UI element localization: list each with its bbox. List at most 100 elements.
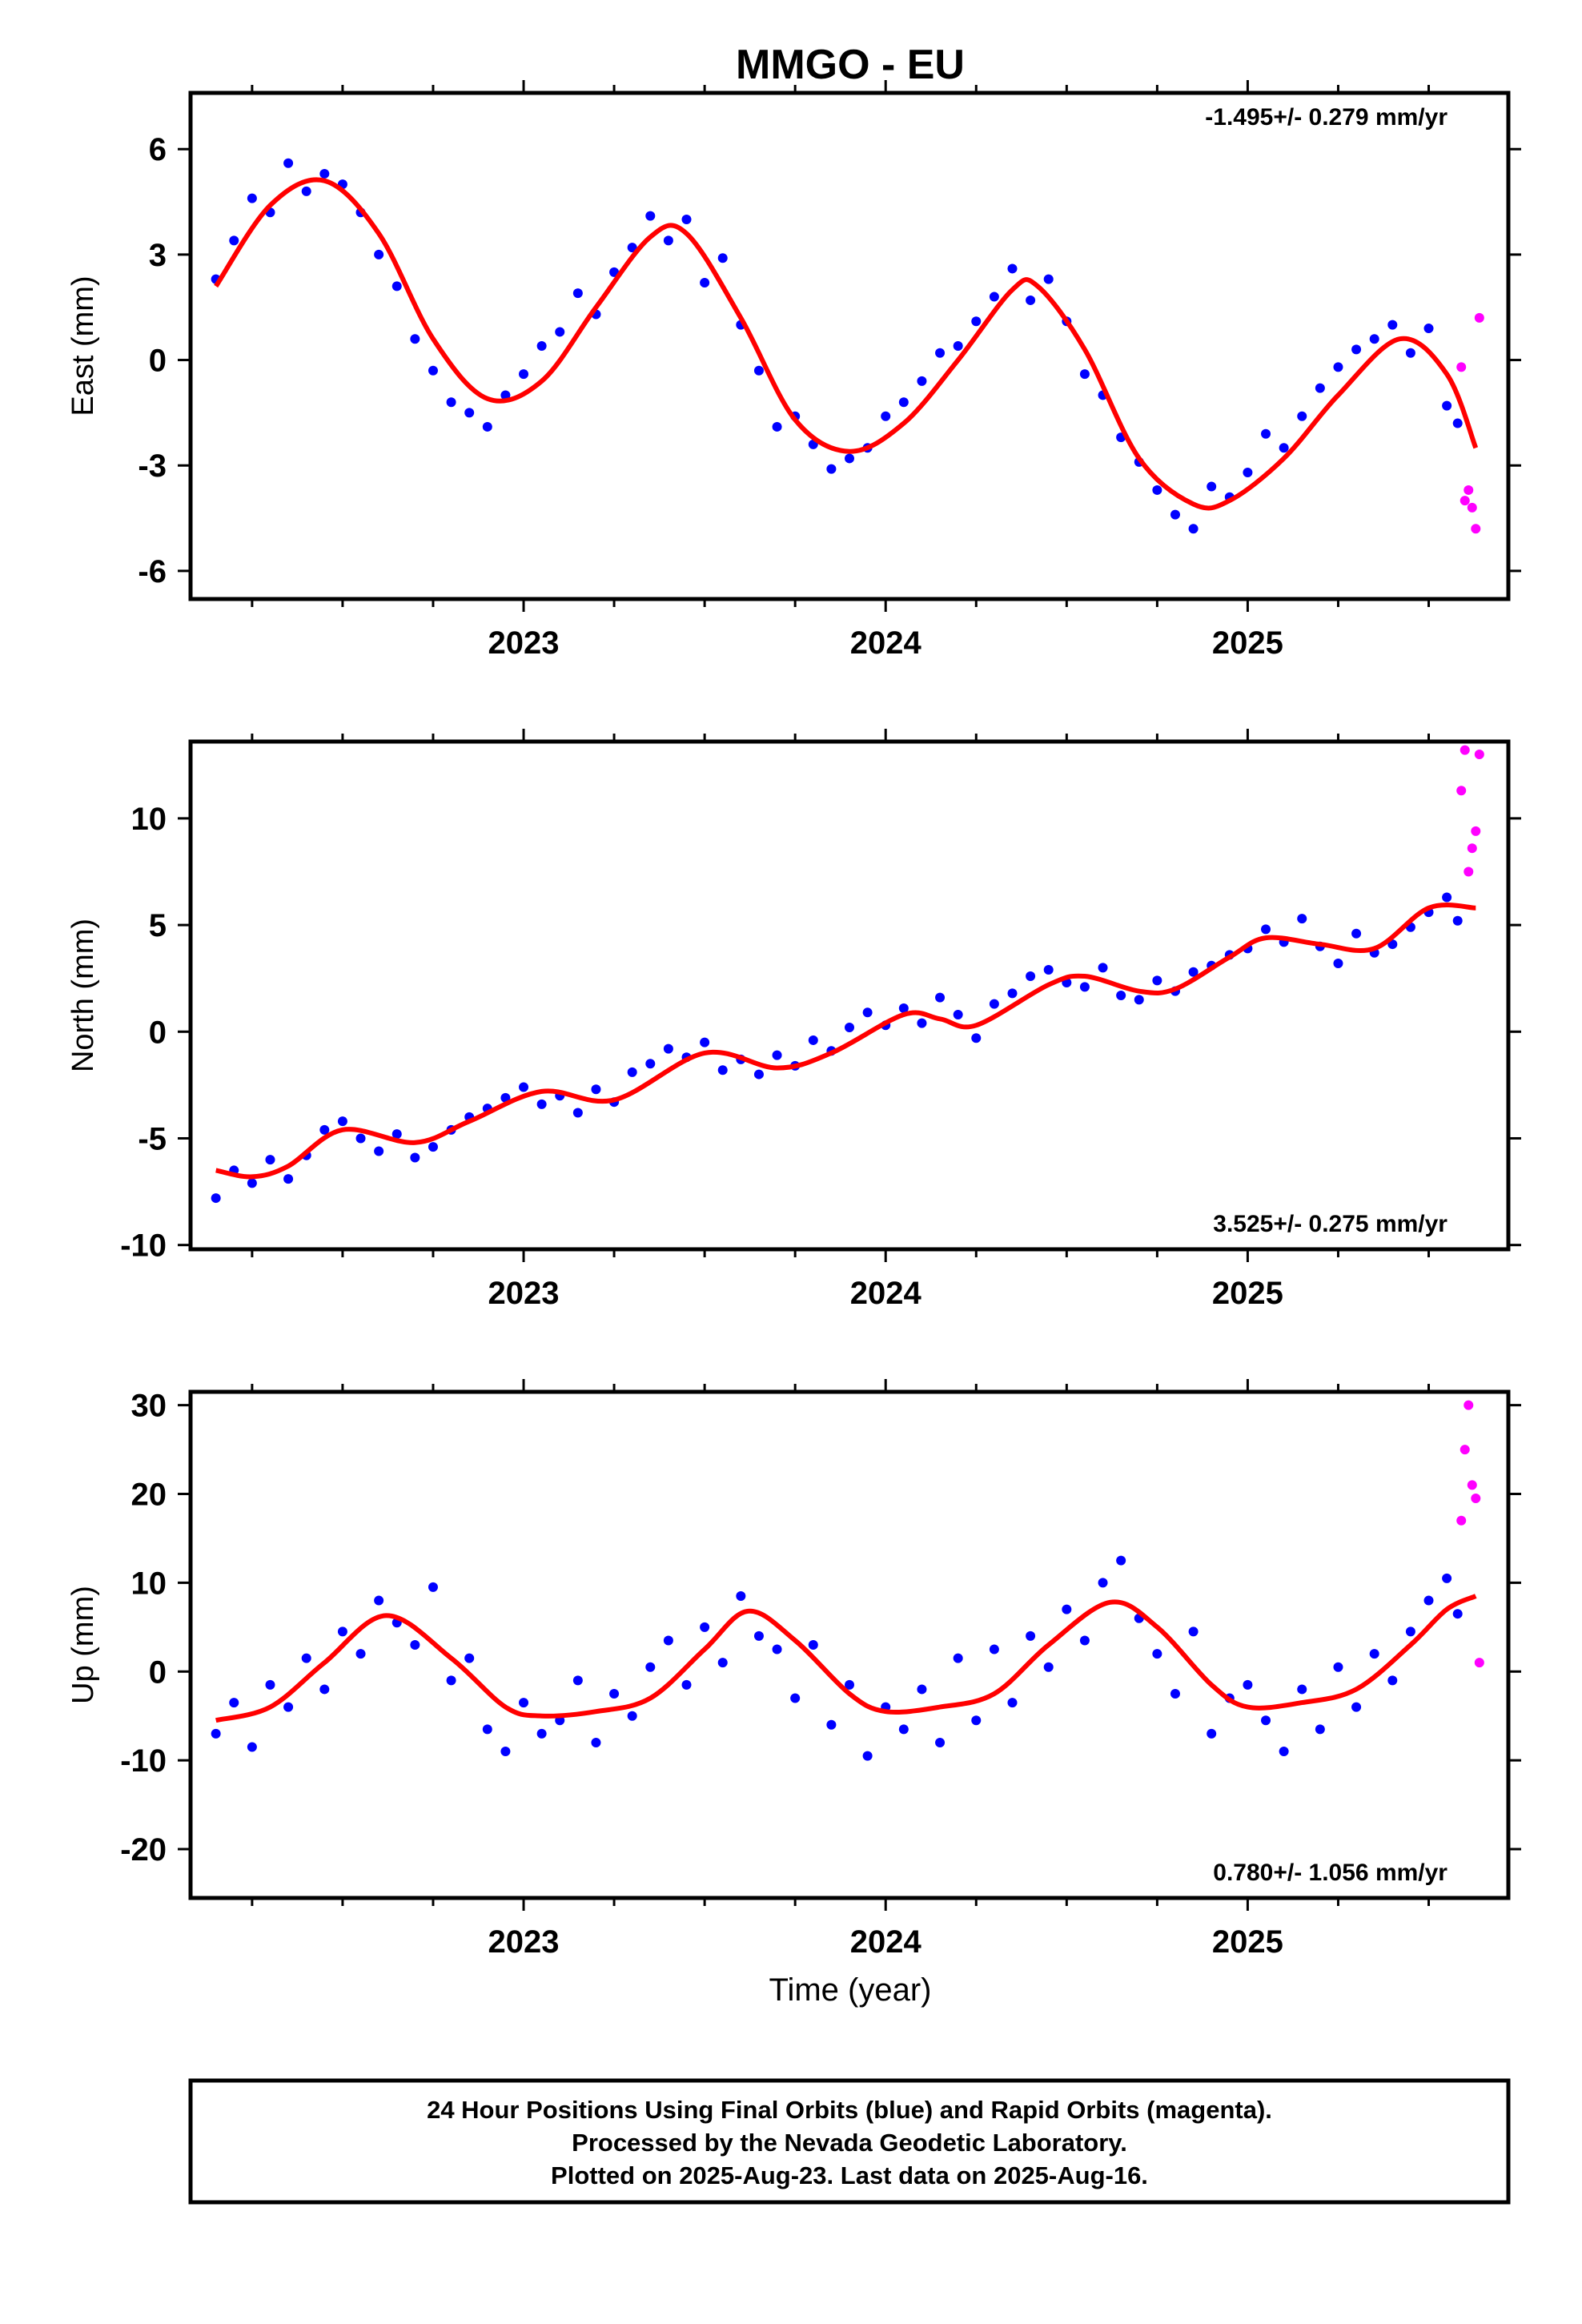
up-final-point bbox=[845, 1679, 854, 1690]
east-final-point bbox=[1442, 400, 1452, 411]
up-rate-annotation: 0.780+/- 1.056 mm/yr bbox=[1213, 1860, 1447, 1886]
up-panel: 2023 2024 2025 30 20 10 0 -10 -20 Up (mm) 0.780+/-… bbox=[66, 1379, 1521, 1960]
north-final-point bbox=[355, 1133, 366, 1144]
up-final-point bbox=[319, 1684, 330, 1695]
east-final-point bbox=[1369, 334, 1379, 344]
east-final-point bbox=[1043, 274, 1054, 284]
up-x-tick-label: 2024 bbox=[850, 1924, 922, 1960]
north-final-point bbox=[591, 1084, 601, 1095]
north-final-point bbox=[536, 1099, 547, 1109]
east-x-tick-label: 2023 bbox=[488, 625, 560, 661]
up-final-point bbox=[1062, 1604, 1072, 1614]
east-final-point bbox=[319, 168, 330, 179]
up-final-point bbox=[717, 1658, 728, 1668]
up-y-tick-label: 10 bbox=[131, 1566, 167, 1601]
up-final-point bbox=[772, 1644, 782, 1655]
north-final-point bbox=[410, 1152, 420, 1163]
up-rapid-point bbox=[1467, 1480, 1477, 1490]
north-y-tick-label: -5 bbox=[138, 1121, 167, 1156]
east-final-point bbox=[482, 421, 492, 432]
up-final-point bbox=[790, 1693, 801, 1703]
up-final-point bbox=[753, 1630, 764, 1641]
footer-line-3: Plotted on 2025-Aug-23. Last data on 202… bbox=[551, 2161, 1148, 2189]
east-final-point bbox=[1026, 295, 1036, 305]
footer-box: 24 Hour Positions Using Final Orbits (bl… bbox=[188, 2078, 1511, 2205]
east-final-point bbox=[301, 186, 311, 196]
north-final-point bbox=[627, 1067, 637, 1077]
north-final-point bbox=[753, 1069, 764, 1080]
north-y-tick-label: 5 bbox=[149, 908, 167, 943]
up-final-point bbox=[301, 1653, 311, 1663]
north-panel: 2023 2024 2025 10 5 0 -5 -10 North (mm) 3.525+/- … bbox=[66, 729, 1521, 1311]
up-final-point bbox=[1026, 1630, 1036, 1641]
north-final-point bbox=[265, 1155, 275, 1165]
up-y-tick-label: -10 bbox=[120, 1743, 167, 1779]
north-rapid-point bbox=[1471, 826, 1481, 836]
east-final-point bbox=[464, 408, 475, 418]
north-final-point bbox=[935, 992, 946, 1003]
up-rapid-point bbox=[1460, 1445, 1470, 1455]
east-final-point bbox=[1279, 443, 1289, 453]
east-final-point bbox=[1079, 369, 1090, 380]
east-final-point bbox=[717, 253, 728, 263]
up-final-point bbox=[482, 1724, 492, 1735]
north-final-point bbox=[247, 1178, 257, 1188]
up-final-point bbox=[1007, 1698, 1018, 1708]
north-final-point bbox=[1026, 971, 1036, 982]
east-rapid-point bbox=[1460, 496, 1470, 506]
east-final-point bbox=[1170, 509, 1180, 520]
east-final-point bbox=[917, 376, 927, 386]
up-final-point bbox=[627, 1711, 637, 1721]
east-y-tick-label: -6 bbox=[138, 554, 167, 589]
up-final-point bbox=[917, 1684, 927, 1695]
north-final-point bbox=[1351, 928, 1362, 939]
east-final-point bbox=[446, 397, 456, 408]
north-final-point bbox=[374, 1146, 384, 1156]
up-final-point bbox=[700, 1622, 710, 1632]
x-axis-label: Time (year) bbox=[769, 1972, 932, 2008]
up-rapid-point bbox=[1464, 1400, 1474, 1410]
east-final-point bbox=[1405, 348, 1415, 358]
north-final-point bbox=[898, 1003, 909, 1013]
north-final-point bbox=[1188, 967, 1199, 977]
north-final-point bbox=[663, 1043, 673, 1054]
north-final-point bbox=[845, 1022, 854, 1032]
up-final-point bbox=[826, 1719, 837, 1730]
east-final-point bbox=[663, 235, 673, 246]
up-final-point bbox=[536, 1728, 547, 1739]
north-final-point bbox=[1079, 982, 1090, 992]
north-final-point bbox=[917, 1018, 927, 1028]
north-final-point bbox=[862, 1007, 873, 1018]
up-final-point bbox=[989, 1644, 999, 1655]
east-final-point bbox=[826, 464, 837, 474]
north-final-point bbox=[1043, 965, 1054, 975]
up-final-point bbox=[609, 1688, 620, 1699]
north-final-point bbox=[1098, 963, 1108, 973]
north-final-point bbox=[1116, 991, 1126, 1000]
footer-line-2: Processed by the Nevada Geodetic Laborat… bbox=[572, 2129, 1127, 2157]
north-final-point bbox=[953, 1009, 963, 1019]
up-final-point bbox=[808, 1640, 818, 1650]
up-final-point bbox=[1152, 1649, 1162, 1659]
up-final-point bbox=[1170, 1688, 1180, 1699]
north-x-tick-label: 2024 bbox=[850, 1276, 922, 1311]
up-final-point bbox=[247, 1742, 257, 1752]
chart-title: MMGO - EU bbox=[736, 42, 965, 88]
east-final-point bbox=[283, 158, 294, 168]
east-final-point bbox=[391, 281, 402, 292]
north-final-point bbox=[989, 999, 999, 1009]
up-final-point bbox=[1369, 1649, 1379, 1659]
east-final-point bbox=[700, 278, 710, 287]
east-y-tick-label: 3 bbox=[149, 238, 167, 273]
east-final-point bbox=[881, 411, 891, 421]
up-final-point bbox=[1423, 1595, 1434, 1606]
north-x-tick-label: 2025 bbox=[1212, 1276, 1283, 1311]
north-y-axis-label: North (mm) bbox=[66, 919, 100, 1072]
up-fit-curve bbox=[215, 1594, 1477, 1723]
east-final-point bbox=[1261, 428, 1271, 439]
east-final-point bbox=[971, 316, 982, 327]
north-final-point bbox=[1152, 975, 1162, 986]
north-final-point bbox=[1442, 892, 1452, 903]
up-final-point bbox=[1261, 1715, 1271, 1726]
